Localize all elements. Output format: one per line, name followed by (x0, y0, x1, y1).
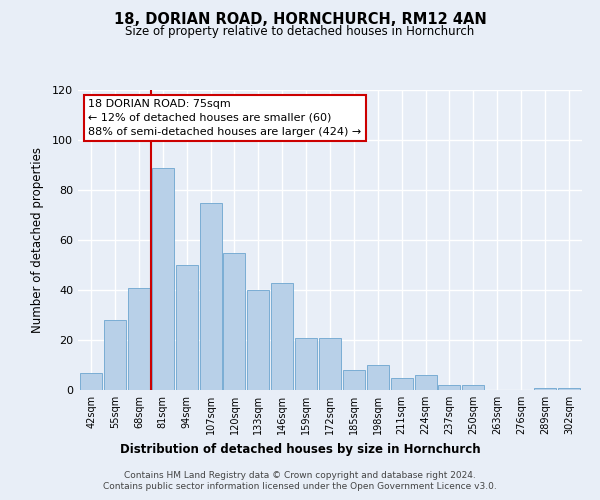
Bar (439, 385, 460, 390)
Bar (534, 388, 556, 390)
Bar (176, 265, 197, 390)
Bar (343, 370, 365, 390)
Bar (558, 388, 580, 390)
Bar (391, 378, 413, 390)
Bar (152, 168, 174, 390)
Bar (104, 320, 126, 390)
Bar (223, 252, 245, 390)
Y-axis label: Number of detached properties: Number of detached properties (31, 147, 44, 333)
Bar (295, 338, 317, 390)
Text: Distribution of detached houses by size in Hornchurch: Distribution of detached houses by size … (119, 442, 481, 456)
Text: Contains HM Land Registry data © Crown copyright and database right 2024.: Contains HM Land Registry data © Crown c… (124, 471, 476, 480)
Bar (367, 365, 389, 390)
Bar (80, 372, 102, 390)
Text: Contains public sector information licensed under the Open Government Licence v3: Contains public sector information licen… (103, 482, 497, 491)
Bar (247, 290, 269, 390)
Text: 18, DORIAN ROAD, HORNCHURCH, RM12 4AN: 18, DORIAN ROAD, HORNCHURCH, RM12 4AN (113, 12, 487, 28)
Bar (415, 375, 437, 390)
Bar (128, 288, 150, 390)
Text: Size of property relative to detached houses in Hornchurch: Size of property relative to detached ho… (125, 25, 475, 38)
Bar (271, 282, 293, 390)
Bar (200, 202, 221, 390)
Text: 18 DORIAN ROAD: 75sqm
← 12% of detached houses are smaller (60)
88% of semi-deta: 18 DORIAN ROAD: 75sqm ← 12% of detached … (88, 99, 361, 137)
Bar (319, 338, 341, 390)
Bar (463, 385, 484, 390)
